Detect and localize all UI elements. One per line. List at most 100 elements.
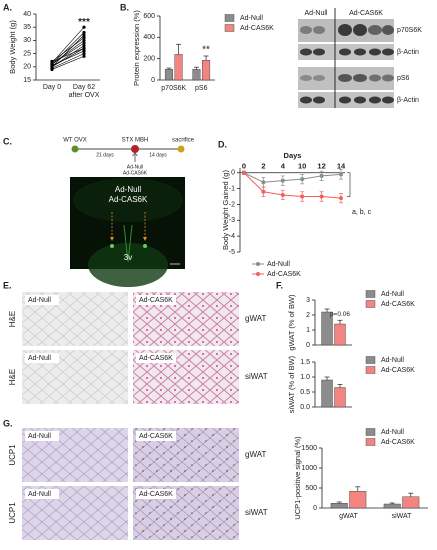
annotation: a, b, c [352,209,372,216]
point [50,61,54,65]
legend-swatch [365,356,376,364]
bar [349,491,367,509]
y-tick-label: 2 [306,312,310,319]
pair-line [51,32,85,65]
y-tick-label: 600 [143,13,155,20]
tissue-label: siWAT [245,508,268,517]
y-tick-label: 1500 [301,445,317,452]
bar [402,496,420,509]
y-tick-label: 0.5 [300,389,310,396]
y-tick-label: 1.0 [300,374,310,381]
y-tick-label: 0 [231,170,235,177]
image-label: 3v [124,253,132,262]
y-tick-label: -4 [229,233,235,240]
pair-line [51,42,85,65]
legend-label: Ad-Null [240,15,263,22]
legend-swatch [365,428,376,436]
y-tick-label: -1 [229,185,235,192]
x-tick-label: 14 [337,162,346,171]
timeline-step: STX MBH [122,138,149,144]
band-label: p70S6K [397,27,422,34]
pair-line [51,37,85,62]
tissue-label: siWAT [245,372,268,381]
group-label: Ad-Null [28,433,51,440]
point [339,196,343,201]
brain-image: Ad-Null Ad-CAS6K 3v [70,177,185,287]
timeline-step: WT OVX [63,138,87,144]
bar [334,387,346,408]
y-tick-label: 35 [23,24,31,31]
pair-line [51,48,85,68]
bar [202,60,211,81]
y-tick-label: 3 [306,297,310,304]
annotation: ** [202,45,210,56]
band-label: pS6 [397,75,410,82]
x-tick-label: Day 0 [42,84,62,91]
y-tick-label: 20 [23,64,31,71]
injection: Ad-Null [127,164,143,170]
pair-line [51,45,85,68]
group-label: Ad-CAS6K [139,491,173,498]
point [82,44,86,48]
y-tick-label: 0 [313,505,317,512]
bar [334,323,346,346]
y-tick-label: 200 [143,56,155,63]
panel-label: C. [3,136,12,146]
y-tick-label: 1000 [301,465,317,472]
interval: 21 days [96,152,114,158]
ucp1-histology: Ad-Null Ad-CAS6K Ad-Null Ad-CAS6K UCP1 U… [8,428,268,540]
y-axis-label: siWAT (% of BW) [287,355,296,413]
y-tick-label: 40 [23,11,31,18]
point [339,172,343,177]
stain-label: UCP1 [8,502,17,524]
pair-line [51,55,85,70]
annotation: p=0.06 [330,311,350,318]
y-axis-label: UCP1-positive signal (%) [293,436,302,520]
legend-swatch [365,438,376,446]
y-tick-label: 30 [23,37,31,44]
point [242,170,246,175]
panel-label: E. [3,280,12,290]
y-tick-label: 0 [151,77,155,84]
stain-label: H&E [8,311,17,327]
bar [192,69,201,81]
point [82,49,86,53]
image-label: Ad-Null [115,185,141,194]
group-label: Ad-Null [28,491,51,498]
legend-label: Ad-CAS6K [381,301,415,308]
pair-line [51,50,85,66]
point [280,192,285,197]
x-tick-label: pS6 [195,85,208,92]
y-axis-label: Body Weight (g) [8,20,17,74]
x-axis-label: Days [284,151,302,160]
point [82,30,86,35]
legend-swatch [256,262,260,266]
y-tick-label: 0 [306,342,310,349]
x-tick-label: gWAT [339,513,358,520]
legend-swatch [224,14,235,22]
timeline-step: sacrifice [172,138,195,144]
legend-label: Ad-Null [381,429,404,436]
lane-label: Ad-CAS6K [349,10,383,17]
pair-line [51,34,85,68]
series-line [243,172,342,199]
x-tick-label: Day 62 after OVX [68,84,100,99]
panel-label: G. [3,418,13,428]
bracket [347,172,351,197]
timeline: WT OVX STX MBH sacrifice 21 days 14 days… [63,138,194,177]
legend-label: Ad-Null [381,291,404,298]
band-label: β-Actin [397,49,419,56]
point [300,194,305,199]
group-label: Ad-CAS6K [139,297,173,304]
point [300,177,305,182]
tissue-label: gWAT [245,450,266,459]
point [82,54,86,58]
legend-label: Ad-Null [381,357,404,364]
y-tick-label: 1 [306,327,310,334]
stain-label: UCP1 [8,444,17,466]
legend-swatch [365,366,376,374]
injection: Ad-CAS6K [123,170,148,176]
tissue-label: gWAT [245,314,266,323]
panel-label: F. [276,280,283,290]
